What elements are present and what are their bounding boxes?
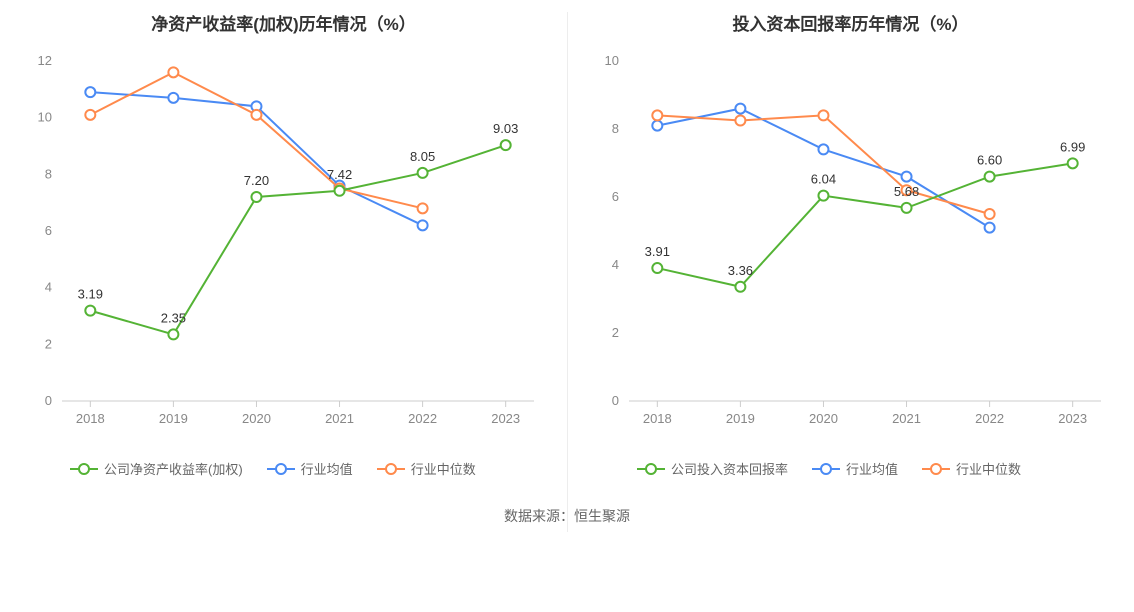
series-marker-company	[334, 186, 344, 196]
value-label: 6.04	[810, 172, 835, 187]
series-marker-company	[652, 263, 662, 273]
series-marker-industry_median	[818, 110, 828, 120]
value-label: 2.35	[160, 310, 185, 325]
right-chart-panel: 投入资本回报率历年情况（%） 0 2 4 6 8 10 2018 2019 2020 2021 20…	[567, 0, 1134, 478]
legend-swatch-icon	[267, 462, 295, 476]
x-tick-label: 2020	[809, 411, 838, 426]
series-marker-industry_median	[984, 209, 994, 219]
series-marker-industry_mean	[901, 172, 911, 182]
legend-label: 行业均值	[301, 459, 353, 478]
y-tick-label: 8	[611, 121, 618, 136]
series-marker-industry_mean	[818, 144, 828, 154]
panel-divider	[567, 12, 568, 532]
value-label: 6.99	[1060, 139, 1085, 154]
value-label: 8.05	[409, 149, 434, 164]
series-marker-company	[1067, 158, 1077, 168]
y-tick-label: 6	[611, 189, 618, 204]
value-label: 5.68	[893, 184, 918, 199]
value-label: 3.91	[644, 244, 669, 259]
page-root: { "data_source_label": "数据来源：恒生聚源", "lay…	[0, 0, 1134, 612]
y-tick-label: 0	[44, 393, 51, 408]
legend-swatch-icon	[922, 462, 950, 476]
legend-swatch-icon	[812, 462, 840, 476]
series-marker-industry_median	[417, 203, 427, 213]
series-marker-industry_median	[168, 67, 178, 77]
legend-swatch-icon	[637, 462, 665, 476]
y-tick-label: 12	[37, 53, 51, 68]
x-tick-label: 2022	[408, 411, 437, 426]
value-label: 7.42	[326, 167, 351, 182]
series-marker-company	[85, 306, 95, 316]
x-tick-label: 2022	[975, 411, 1004, 426]
value-label: 3.19	[77, 287, 102, 302]
series-marker-industry_mean	[417, 220, 427, 230]
series-marker-industry_median	[251, 110, 261, 120]
y-tick-label: 8	[44, 166, 51, 181]
legend-item[interactable]: 行业中位数	[922, 459, 1021, 478]
x-tick-label: 2018	[642, 411, 671, 426]
series-marker-company	[818, 191, 828, 201]
left-chart-svg: 0 2 4 6 8 10 12 2018 2019 2020 2021 2022 2023 3.19 2.3…	[14, 41, 554, 441]
x-tick-label: 2019	[725, 411, 754, 426]
right-chart-svg: 0 2 4 6 8 10 2018 2019 2020 2021 2022 2023 3.91 3.36 6…	[581, 41, 1121, 441]
legend-label: 行业中位数	[956, 459, 1021, 478]
y-tick-label: 10	[604, 53, 618, 68]
legend-item[interactable]: 行业中位数	[377, 459, 476, 478]
y-tick-label: 4	[44, 280, 51, 295]
x-tick-label: 2018	[75, 411, 104, 426]
x-tick-label: 2021	[892, 411, 921, 426]
series-marker-company	[735, 282, 745, 292]
legend-label: 行业中位数	[411, 459, 476, 478]
series-line-industry_mean	[657, 109, 989, 228]
series-marker-industry_mean	[652, 121, 662, 131]
series-marker-industry_median	[735, 116, 745, 126]
legend-swatch-icon	[377, 462, 405, 476]
y-tick-label: 2	[611, 325, 618, 340]
y-tick-label: 2	[44, 336, 51, 351]
right-chart-legend: 公司投入资本回报率 行业均值 行业中位数	[577, 459, 1124, 478]
value-label: 3.36	[727, 263, 752, 278]
x-tick-label: 2021	[325, 411, 354, 426]
series-marker-industry_mean	[168, 93, 178, 103]
right-chart-title: 投入资本回报率历年情况（%）	[577, 10, 1124, 35]
y-tick-label: 0	[611, 393, 618, 408]
series-marker-industry_median	[652, 110, 662, 120]
series-marker-company	[251, 192, 261, 202]
value-label: 7.20	[243, 173, 268, 188]
legend-item[interactable]: 行业均值	[812, 459, 898, 478]
x-tick-label: 2020	[242, 411, 271, 426]
x-tick-label: 2019	[158, 411, 187, 426]
series-marker-industry_mean	[984, 223, 994, 233]
series-marker-company	[984, 172, 994, 182]
left-chart-legend: 公司净资产收益率(加权) 行业均值 行业中位数	[10, 459, 557, 478]
series-marker-industry_mean	[85, 87, 95, 97]
series-marker-company	[417, 168, 427, 178]
series-line-company	[657, 163, 1072, 286]
y-tick-label: 6	[44, 223, 51, 238]
value-label: 9.03	[493, 121, 518, 136]
legend-item[interactable]: 公司投入资本回报率	[637, 459, 788, 478]
legend-label: 行业均值	[846, 459, 898, 478]
left-chart-title: 净资产收益率(加权)历年情况（%）	[10, 10, 557, 35]
legend-swatch-icon	[70, 462, 98, 476]
series-marker-industry_mean	[735, 104, 745, 114]
legend-item[interactable]: 公司净资产收益率(加权)	[70, 459, 243, 478]
value-label: 6.60	[976, 153, 1001, 168]
series-marker-industry_median	[85, 110, 95, 120]
left-chart-panel: 净资产收益率(加权)历年情况（%） 0 2 4 6 8 10 12 2018 2019 2020 2…	[0, 0, 567, 478]
series-marker-company	[500, 140, 510, 150]
y-tick-label: 10	[37, 110, 51, 125]
x-tick-label: 2023	[1058, 411, 1087, 426]
y-tick-label: 4	[611, 257, 618, 272]
x-tick-label: 2023	[491, 411, 520, 426]
legend-item[interactable]: 行业均值	[267, 459, 353, 478]
series-marker-company	[901, 203, 911, 213]
legend-label: 公司投入资本回报率	[671, 459, 788, 478]
legend-label: 公司净资产收益率(加权)	[104, 459, 243, 478]
series-line-company	[90, 145, 505, 334]
series-marker-company	[168, 329, 178, 339]
